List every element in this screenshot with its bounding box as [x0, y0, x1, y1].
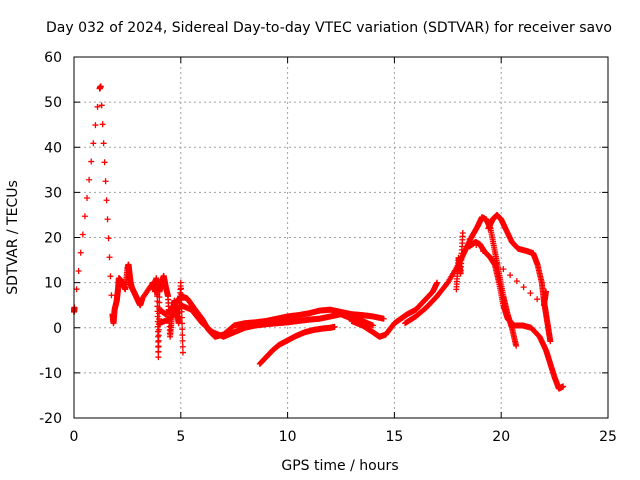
- y-axis-label: SDTVAR / TECUs: [5, 180, 21, 295]
- data-point: [155, 337, 162, 344]
- data-point: [104, 216, 111, 223]
- data-point: [459, 233, 466, 240]
- data-point: [480, 248, 487, 255]
- data-point: [92, 122, 99, 129]
- x-tick-label: 15: [385, 429, 403, 445]
- x-tick-label: 0: [70, 429, 79, 445]
- data-point: [98, 102, 105, 109]
- data-point: [155, 332, 162, 339]
- data-point: [520, 284, 527, 291]
- data-point: [466, 236, 473, 243]
- data-point: [105, 235, 112, 242]
- data-point: [106, 254, 113, 261]
- data-point: [495, 278, 502, 285]
- x-tick-label: 10: [279, 429, 297, 445]
- data-point: [527, 290, 534, 297]
- data-point: [379, 315, 386, 322]
- plot-frame: [73, 56, 609, 419]
- data-point: [84, 195, 91, 202]
- data-point: [534, 296, 541, 303]
- series-afternoon-descending: [256, 323, 338, 367]
- grid-layer: [74, 57, 608, 418]
- data-point: [491, 246, 498, 253]
- data-point: [443, 281, 450, 288]
- data-point: [512, 341, 519, 348]
- data-point: [542, 289, 549, 296]
- data-point: [197, 317, 204, 324]
- data-point: [369, 322, 376, 329]
- data-point: [99, 121, 106, 128]
- data-point: [88, 158, 95, 165]
- data-point: [179, 337, 186, 344]
- data-point: [432, 295, 439, 302]
- data-point: [97, 83, 104, 90]
- data-point: [108, 292, 115, 299]
- data-point: [178, 314, 185, 321]
- series-evening-peak-b: [466, 239, 567, 392]
- y-tick-label: -20: [39, 411, 62, 427]
- data-point: [331, 323, 338, 330]
- data-point: [86, 176, 93, 183]
- data-point: [107, 273, 114, 280]
- data-point: [499, 300, 506, 307]
- y-tick-label: 40: [44, 140, 62, 156]
- data-point: [559, 383, 566, 390]
- data-point: [547, 337, 554, 344]
- data-point: [178, 308, 185, 315]
- series-isolated-points: [453, 229, 550, 309]
- data-point: [156, 294, 163, 301]
- data-point: [493, 260, 500, 267]
- data-point: [433, 280, 440, 287]
- y-tick-label: 50: [44, 95, 62, 111]
- data-point: [101, 159, 108, 166]
- data-point: [73, 286, 80, 293]
- data-point: [473, 242, 480, 249]
- data-point: [90, 140, 97, 147]
- y-tick-label: 0: [53, 321, 62, 337]
- chart-title: Day 032 of 2024, Sidereal Day-to-day VTE…: [46, 20, 612, 36]
- data-point: [486, 254, 493, 261]
- data-point: [155, 343, 162, 350]
- data-point: [77, 249, 84, 256]
- x-tick-label: 5: [176, 429, 185, 445]
- tick-layer: 0 5 10 15 20 25 -20 -10 0 10 20 30 40 50 60: [39, 50, 617, 445]
- x-axis-label: GPS time / hours: [281, 458, 398, 474]
- data-point: [179, 349, 186, 356]
- data-point: [177, 285, 184, 292]
- x-tick-label: 20: [492, 429, 510, 445]
- series-day-band-lower: [156, 302, 377, 340]
- data-point: [102, 178, 109, 185]
- data-point: [179, 332, 186, 339]
- data-point: [179, 326, 186, 333]
- data-point: [513, 278, 520, 285]
- data-point: [155, 326, 162, 333]
- data-point: [156, 299, 163, 306]
- y-tick-label: 20: [44, 231, 62, 247]
- data-point: [103, 197, 110, 204]
- data-point: [79, 231, 86, 238]
- data-point: [75, 267, 82, 274]
- y-tick-label: 60: [44, 50, 62, 66]
- data-point: [94, 103, 101, 110]
- data-point: [81, 213, 88, 220]
- y-tick-label: 30: [44, 185, 62, 201]
- series-late-band: [348, 279, 441, 340]
- data-point: [500, 266, 507, 273]
- data-point: [179, 343, 186, 350]
- data-point: [155, 354, 162, 361]
- data-point: [155, 348, 162, 355]
- data-point: [179, 320, 186, 327]
- data-point: [100, 140, 107, 147]
- data-point: [507, 272, 514, 279]
- x-tick-label: 25: [599, 429, 617, 445]
- y-tick-label: -10: [39, 366, 62, 382]
- y-tick-label: 10: [44, 276, 62, 292]
